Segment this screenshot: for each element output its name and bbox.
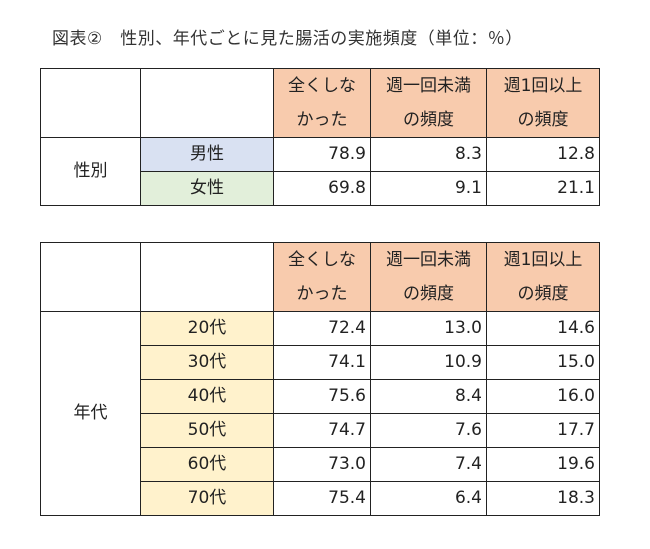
header-text: の頻度: [517, 284, 569, 304]
table-row: 年代 20代 72.4 13.0 14.6: [40, 311, 600, 516]
value-cell: 19.6: [486, 447, 600, 482]
header-text: 週一回未満: [386, 250, 471, 270]
value-cell: 72.4: [273, 311, 371, 346]
value-cell: 7.6: [370, 413, 487, 448]
value-cell: 69.8: [273, 171, 371, 206]
header-text: の頻度: [403, 110, 454, 130]
age-table: 全くしな かった 週一回未満 の頻度 週1回以上 の頻度 年代 20代 72.4…: [40, 242, 600, 516]
value-cell: 8.4: [370, 379, 487, 414]
header-weekly-or-more: 週1回以上 の頻度: [486, 68, 600, 138]
header-text: 週一回未満: [386, 76, 471, 96]
header-less-than-weekly: 週一回未満 の頻度: [370, 242, 487, 312]
value-cell: 74.1: [273, 345, 371, 380]
header-empty-cell: [140, 68, 274, 138]
value-cell: 12.8: [486, 137, 600, 172]
value-cell: 21.1: [486, 171, 600, 206]
header-less-than-weekly: 週一回未満 の頻度: [370, 68, 487, 138]
header-weekly-or-more: 週1回以上 の頻度: [486, 242, 600, 312]
table-row: 70代 75.4 6.4 18.3: [41, 481, 600, 516]
header-never: 全くしな かった: [273, 68, 371, 138]
value-cell: 75.6: [273, 379, 371, 414]
header-text: かった: [296, 110, 348, 130]
value-cell: 17.7: [486, 413, 600, 448]
value-cell: 6.4: [370, 481, 487, 516]
row-label-age: 40代: [140, 379, 274, 414]
header-row: 全くしな かった 週一回未満 の頻度 週1回以上 の頻度: [40, 68, 600, 138]
value-cell: 10.9: [370, 345, 487, 380]
gender-table: 全くしな かった 週一回未満 の頻度 週1回以上 の頻度 性別 男性 78.9 …: [40, 68, 600, 206]
header-text: 週1回以上: [503, 250, 583, 270]
header-empty-cell: [40, 242, 141, 312]
row-label-age: 20代: [140, 311, 274, 346]
group-label-gender: 性別: [40, 137, 141, 206]
row-label-male: 男性: [140, 137, 274, 172]
header-never: 全くしな かった: [273, 242, 371, 312]
header-empty-cell: [40, 68, 141, 138]
table-row: 40代 75.6 8.4 16.0: [41, 379, 600, 414]
header-text: 全くしな: [288, 250, 356, 270]
header-row: 全くしな かった 週一回未満 の頻度 週1回以上 の頻度: [40, 242, 600, 312]
table-row: 30代 74.1 10.9 15.0: [41, 345, 600, 380]
row-label-age: 50代: [140, 413, 274, 448]
value-cell: 18.3: [486, 481, 600, 516]
row-label-age: 60代: [140, 447, 274, 482]
header-text: の頻度: [517, 110, 569, 130]
table-row: 女性 69.8 9.1 21.1: [41, 171, 600, 206]
table-row: 性別 男性 78.9 8.3 12.8: [40, 137, 600, 206]
header-text: 週1回以上: [503, 76, 583, 96]
row-label-age: 30代: [140, 345, 274, 380]
value-cell: 78.9: [273, 137, 371, 172]
value-cell: 7.4: [370, 447, 487, 482]
table-row: 50代 74.7 7.6 17.7: [41, 413, 600, 448]
header-text: の頻度: [403, 284, 454, 304]
value-cell: 15.0: [486, 345, 600, 380]
header-text: 全くしな: [288, 76, 356, 96]
group-label-age: 年代: [40, 311, 141, 516]
value-cell: 75.4: [273, 481, 371, 516]
row-label-age: 70代: [140, 481, 274, 516]
row-label-female: 女性: [140, 171, 274, 206]
value-cell: 8.3: [370, 137, 487, 172]
table-row: 60代 73.0 7.4 19.6: [41, 447, 600, 482]
value-cell: 9.1: [370, 171, 487, 206]
header-empty-cell: [140, 242, 274, 312]
value-cell: 13.0: [370, 311, 487, 346]
value-cell: 16.0: [486, 379, 600, 414]
value-cell: 14.6: [486, 311, 600, 346]
header-text: かった: [296, 284, 348, 304]
value-cell: 73.0: [273, 447, 371, 482]
figure-caption: 図表② 性別、年代ごとに見た腸活の実施頻度（単位：％）: [52, 29, 523, 49]
value-cell: 74.7: [273, 413, 371, 448]
